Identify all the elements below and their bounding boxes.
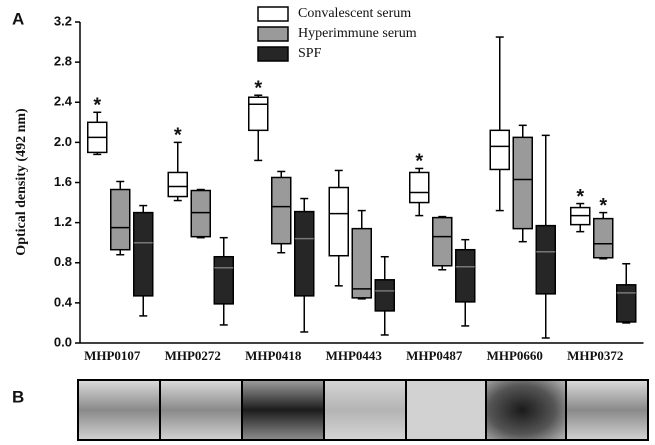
significance-star: *: [599, 195, 607, 217]
y-tick-label: 2.4: [54, 94, 73, 109]
box: [214, 257, 233, 304]
box: [375, 280, 394, 311]
x-tick-label: MHP0372: [567, 348, 623, 363]
y-tick-label: 0.0: [54, 334, 72, 349]
significance-star: *: [174, 125, 182, 147]
box: [111, 190, 130, 250]
x-tick-label: MHP0660: [487, 348, 543, 363]
legend-label: Hyperimmune serum: [298, 26, 417, 41]
box: [536, 226, 555, 294]
significance-star: *: [254, 78, 262, 100]
legend-label: SPF: [298, 46, 322, 61]
box: [329, 188, 348, 256]
legend-swatch: [258, 7, 288, 21]
significance-star: *: [576, 186, 584, 208]
y-tick-label: 1.6: [54, 174, 72, 189]
y-tick-label: 2.0: [54, 134, 72, 149]
legend-label: Convalescent serum: [298, 6, 411, 21]
box: [594, 219, 613, 258]
box: [134, 213, 153, 296]
x-tick-label: MHP0272: [165, 348, 221, 363]
y-axis-title: Optical density (492 nm): [14, 108, 29, 256]
y-tick-label: 3.2: [54, 13, 72, 28]
y-tick-label: 2.8: [54, 54, 72, 69]
box: [295, 212, 314, 296]
box: [249, 97, 268, 130]
x-tick-label: MHP0443: [326, 348, 383, 363]
legend-swatch: [258, 47, 288, 61]
box: [433, 218, 452, 266]
legend-swatch: [258, 27, 288, 41]
box: [410, 172, 429, 202]
box: [168, 172, 187, 196]
box: [352, 229, 371, 298]
box: [490, 130, 509, 169]
y-tick-label: 1.2: [54, 214, 72, 229]
y-tick-label: 0.8: [54, 254, 72, 269]
box: [617, 285, 636, 322]
box: [272, 177, 291, 243]
panel-label: A: [12, 9, 24, 28]
x-tick-label: MHP0418: [245, 348, 302, 363]
box: [513, 137, 532, 228]
x-tick-label: MHP0107: [84, 348, 141, 363]
blot-strip: [78, 380, 648, 440]
significance-star: *: [415, 151, 423, 173]
box: [191, 191, 210, 237]
box: [456, 250, 475, 302]
figure: A B Optical density (492 nm) 0.0 0.4 0.8 1.…: [0, 0, 655, 445]
x-tick-label: MHP0487: [406, 348, 463, 363]
panel-label: B: [12, 387, 24, 406]
significance-star: *: [93, 95, 101, 117]
y-tick-label: 0.4: [54, 294, 73, 309]
